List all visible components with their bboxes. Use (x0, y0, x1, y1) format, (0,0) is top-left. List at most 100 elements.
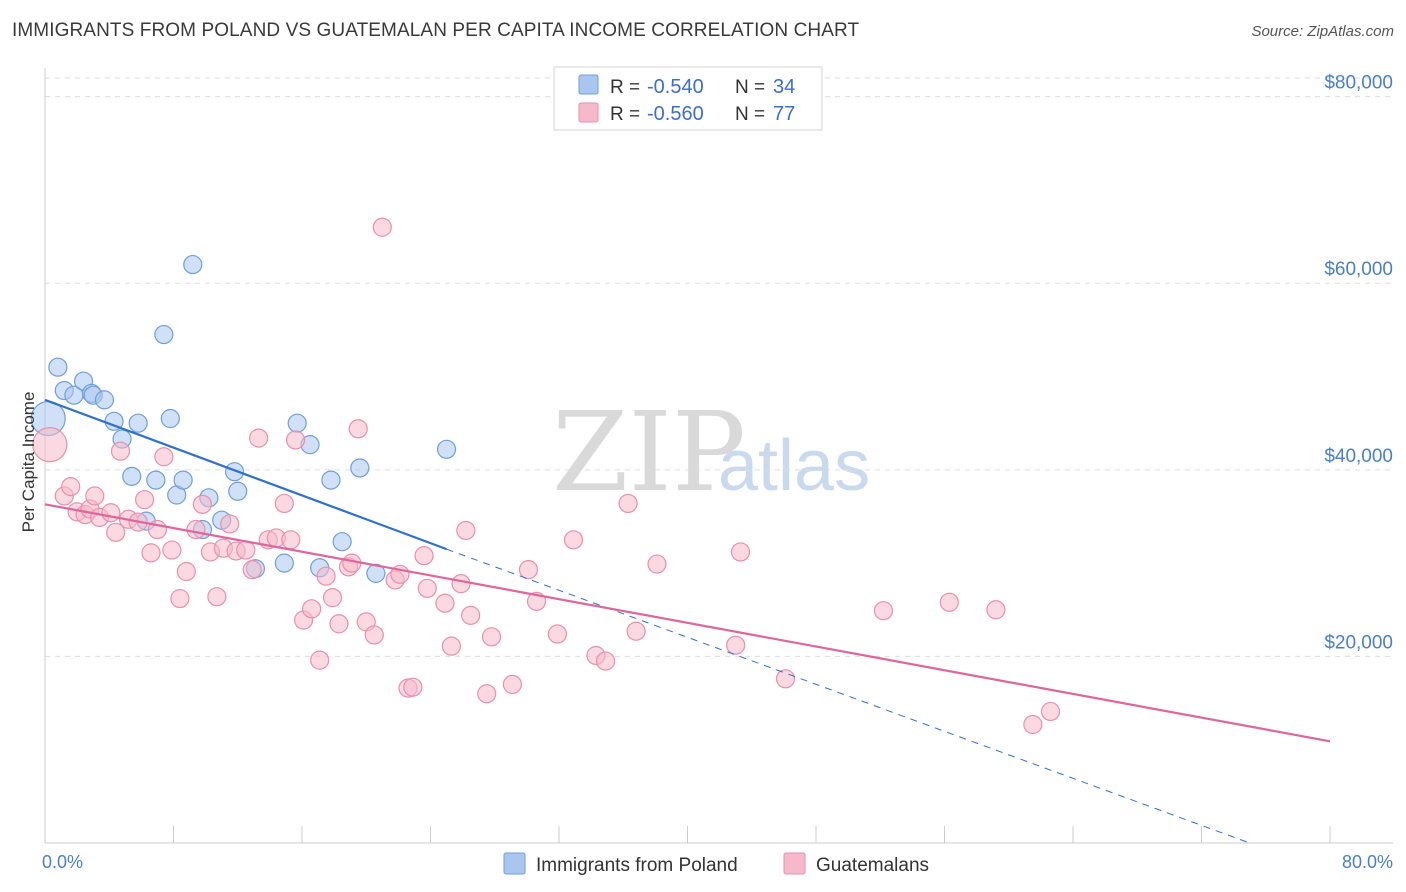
poland-trend-extension (446, 548, 1250, 844)
guatemalan-point (414, 546, 434, 566)
guatemalan-point (316, 566, 336, 586)
y-tick-label: $80,000 (1324, 73, 1393, 94)
guatemalan-point (481, 627, 502, 647)
poland-point (274, 553, 294, 573)
guatemalan-point (110, 441, 131, 461)
guatemalan-point (461, 605, 481, 625)
bottom-legend-swatch-guatemalans (783, 852, 806, 875)
poland-point (287, 413, 307, 433)
poland-point (173, 470, 193, 490)
legend-n-label-poland: N = (735, 77, 765, 98)
guatemalan-point (451, 574, 471, 594)
legend-n-label-guatemalans: N = (735, 104, 765, 125)
guatemalan-point (618, 493, 638, 514)
guatemalan-point (417, 578, 437, 598)
poland-point (436, 439, 457, 459)
legend-frame (553, 66, 823, 131)
bottom-legend: Immigrants from Poland Guatemalans (503, 852, 929, 876)
guatemalan-point (285, 430, 306, 450)
bottom-legend-swatch-poland (503, 852, 526, 875)
guatemalan-point (1023, 714, 1043, 735)
poland-point (350, 458, 370, 478)
guatemalan-point (775, 669, 796, 689)
legend-r-value-guatemalans: -0.560 (647, 103, 704, 125)
legend-n-value-guatemalans: 77 (773, 103, 795, 125)
guatemalan-point (502, 674, 523, 695)
guatemalan-point (726, 635, 746, 655)
guatemalan-point (477, 684, 497, 704)
watermark-atlas: atlas (718, 426, 870, 506)
legend-swatch-poland (578, 74, 599, 95)
legend-swatch-guatemalans (578, 102, 599, 123)
guatemalan-point (32, 427, 68, 463)
guatemalan-point (647, 554, 667, 574)
legend-r-label-poland: R = (610, 77, 640, 98)
guatemalan-point (310, 650, 330, 670)
guatemalan-point (595, 651, 616, 671)
guatemalan-point (873, 601, 894, 621)
guatemalan-point (154, 447, 174, 467)
guatemalan-point (274, 493, 294, 514)
y-tick-label: $20,000 (1324, 632, 1393, 653)
legend-r-label-guatemalans: R = (610, 104, 640, 125)
guatemalan-point (162, 540, 182, 560)
guatemalan-point (939, 592, 959, 612)
poland-point (224, 462, 245, 482)
guatemalan-point (170, 588, 190, 609)
y-tick-label: $60,000 (1324, 259, 1393, 280)
poland-point (332, 532, 352, 552)
guatemalan-point (141, 543, 161, 563)
bottom-legend-label-poland: Immigrants from Poland (536, 855, 738, 876)
guatemalan-point (186, 519, 206, 540)
poland-point (321, 470, 341, 490)
guatemalan-point (329, 614, 349, 634)
guatemalan-point (435, 593, 455, 613)
poland-point (154, 324, 174, 345)
y-tick-label: $40,000 (1324, 446, 1393, 467)
guatemalan-point (236, 540, 256, 560)
poland-point (228, 481, 248, 501)
guatemalan-point (249, 428, 269, 448)
guatemalan-point (518, 560, 539, 580)
legend-r-value-poland: -0.540 (647, 76, 704, 98)
guatemalan-point (101, 503, 121, 523)
bottom-legend-label-guatemalans: Guatemalans (816, 855, 929, 876)
guatemalan-point (207, 587, 227, 607)
guatemalan-point (106, 522, 126, 542)
x-tick-label-start: 0.0% (42, 852, 83, 872)
guatemalan-point (220, 514, 240, 534)
guatemalan-point (61, 477, 81, 497)
series-guatemalans-points (32, 217, 1061, 735)
guatemalan-point (134, 490, 155, 510)
guatemalan-point (302, 599, 322, 619)
poland-point (122, 466, 142, 486)
guatemalan-point (547, 624, 567, 644)
chart-source: Source: ZipAtlas.com (1251, 23, 1394, 40)
legend-n-value-poland: 34 (773, 76, 795, 98)
guatemalan-point (372, 217, 392, 237)
watermark-zip: ZIP (552, 388, 746, 516)
poland-point (146, 470, 166, 490)
guatemalan-point (176, 561, 196, 582)
chart-title: IMMIGRANTS FROM POLAND VS GUATEMALAN PER… (12, 20, 860, 41)
axis-layer: $20,000 $40,000 $60,000 $80,000 0.0% 80.0% (42, 68, 1393, 872)
guatemalan-point (456, 520, 476, 541)
y-axis-label: Per Capita Income (19, 392, 38, 533)
poland-point (160, 408, 180, 429)
trend-layer (44, 398, 1331, 844)
guatemalan-point (1040, 701, 1061, 722)
guatemalan-point (281, 530, 301, 550)
guatemalan-point (563, 530, 584, 550)
guatemalan-point (626, 621, 646, 641)
legend-box: R = -0.540 N = 34 R = -0.560 N = 77 (553, 66, 823, 131)
poland-point (183, 254, 203, 275)
guatemalan-point (730, 542, 751, 562)
guatemalan-point (85, 486, 105, 506)
poland-point (48, 357, 68, 377)
guatemalan-point (986, 600, 1006, 620)
series-poland-points (30, 254, 457, 583)
guatemalan-point (322, 588, 343, 608)
guatemalan-point (348, 419, 368, 439)
guatemalan-point (242, 560, 262, 580)
